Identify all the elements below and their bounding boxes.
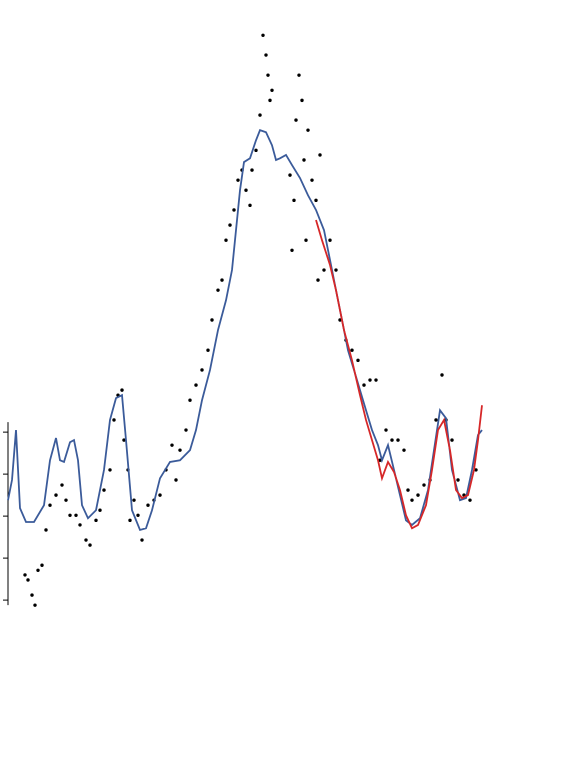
scatter-dot: [390, 438, 394, 442]
scatter-dot: [224, 238, 228, 242]
scatter-dot: [356, 358, 360, 363]
scatter-dot: [264, 53, 268, 57]
scatter-dot: [297, 73, 301, 77]
scatter-dot: [314, 198, 318, 203]
scatter-dot: [450, 438, 454, 442]
scatter-dot: [384, 428, 388, 432]
scatter-dot: [406, 488, 410, 492]
scatter-dot: [33, 603, 37, 607]
scatter-dot: [78, 523, 82, 527]
scatter-dot: [410, 498, 414, 502]
scatter-dot: [292, 198, 296, 203]
scatter-dot: [194, 383, 198, 387]
scatter-dot: [362, 383, 366, 387]
scatter-dot: [48, 503, 52, 507]
scatter-dot: [120, 388, 124, 392]
scatter-dot: [474, 468, 478, 472]
scatter-dot: [200, 368, 204, 372]
scatter-dot: [40, 563, 44, 567]
scatter-dot: [266, 73, 270, 77]
scatter-dot: [310, 178, 314, 182]
scatter-dot: [74, 513, 78, 517]
scatter-dot: [158, 493, 162, 497]
scatter-dot: [396, 438, 400, 442]
scatter-dot: [468, 498, 472, 502]
scatter-dot: [268, 98, 272, 103]
scatter-dot: [290, 248, 294, 252]
scatter-dot: [254, 148, 258, 153]
scatter-dot: [184, 428, 188, 432]
scatter-dot: [316, 278, 320, 282]
scatter-dot: [210, 318, 214, 322]
scatter-dot: [68, 513, 72, 517]
scatter-dot: [261, 33, 265, 37]
scatter-dot: [368, 378, 372, 382]
scatter-dot: [232, 208, 236, 212]
scatter-dot: [416, 493, 420, 497]
scatter-dot: [434, 418, 438, 422]
scatter-dot: [300, 98, 304, 103]
scatter-dot: [216, 288, 220, 292]
scatter-dot: [23, 573, 27, 577]
scatter-dot: [318, 153, 322, 157]
scatter-dot: [250, 168, 254, 172]
scatter-dot: [402, 448, 406, 452]
scatter-dot: [322, 268, 326, 272]
scatter-dot: [228, 223, 232, 227]
scatter-dot: [456, 478, 460, 482]
scatter-dot: [288, 173, 292, 177]
scatter-dot: [136, 513, 140, 517]
scatter-dot: [36, 568, 40, 572]
scatter-dot: [422, 483, 426, 487]
scatter-dot: [350, 348, 354, 352]
series-line: [315, 219, 483, 530]
scatter-dot: [174, 478, 178, 482]
scatter-dot: [306, 128, 310, 132]
scatter-dot: [44, 528, 48, 532]
scatter-dot: [258, 113, 262, 117]
scatter-dot: [108, 468, 112, 472]
scatter-dot: [84, 538, 88, 542]
scatter-dot: [140, 538, 144, 542]
scatter-dot: [334, 268, 338, 272]
scatter-dot: [88, 543, 92, 547]
scatter-dot: [270, 88, 274, 92]
scatter-dot: [112, 418, 116, 422]
scatter-dot: [146, 503, 150, 507]
scatter-dot: [236, 178, 240, 182]
scatter-dot: [328, 238, 332, 242]
scatter-dot: [178, 448, 182, 452]
scatter-dot: [128, 518, 132, 523]
scatter-dot: [30, 593, 34, 597]
scatter-dot: [220, 278, 224, 282]
scatter-dot: [244, 188, 248, 192]
scatter-dot: [338, 318, 342, 322]
scatter-dot: [122, 438, 126, 442]
scatter-dot: [60, 483, 64, 487]
scatter-dot: [26, 578, 30, 582]
scatter-dot: [294, 118, 298, 122]
scatter-dot: [102, 488, 106, 492]
scatter-dot: [188, 398, 192, 402]
series-line: [7, 129, 483, 532]
scatter-dot: [440, 373, 444, 377]
scatter-dot: [64, 498, 68, 502]
scatter-dot: [302, 158, 306, 162]
scatter-dot: [374, 378, 378, 382]
scatter-dot: [206, 348, 210, 352]
scatter-dot: [54, 493, 58, 497]
scatter-dot: [98, 508, 102, 512]
scatter-dot: [94, 518, 98, 523]
scatter-dot: [132, 498, 136, 502]
scatter-dot: [304, 238, 308, 242]
scatter-dot: [170, 443, 174, 447]
scatter-dot: [248, 203, 252, 208]
